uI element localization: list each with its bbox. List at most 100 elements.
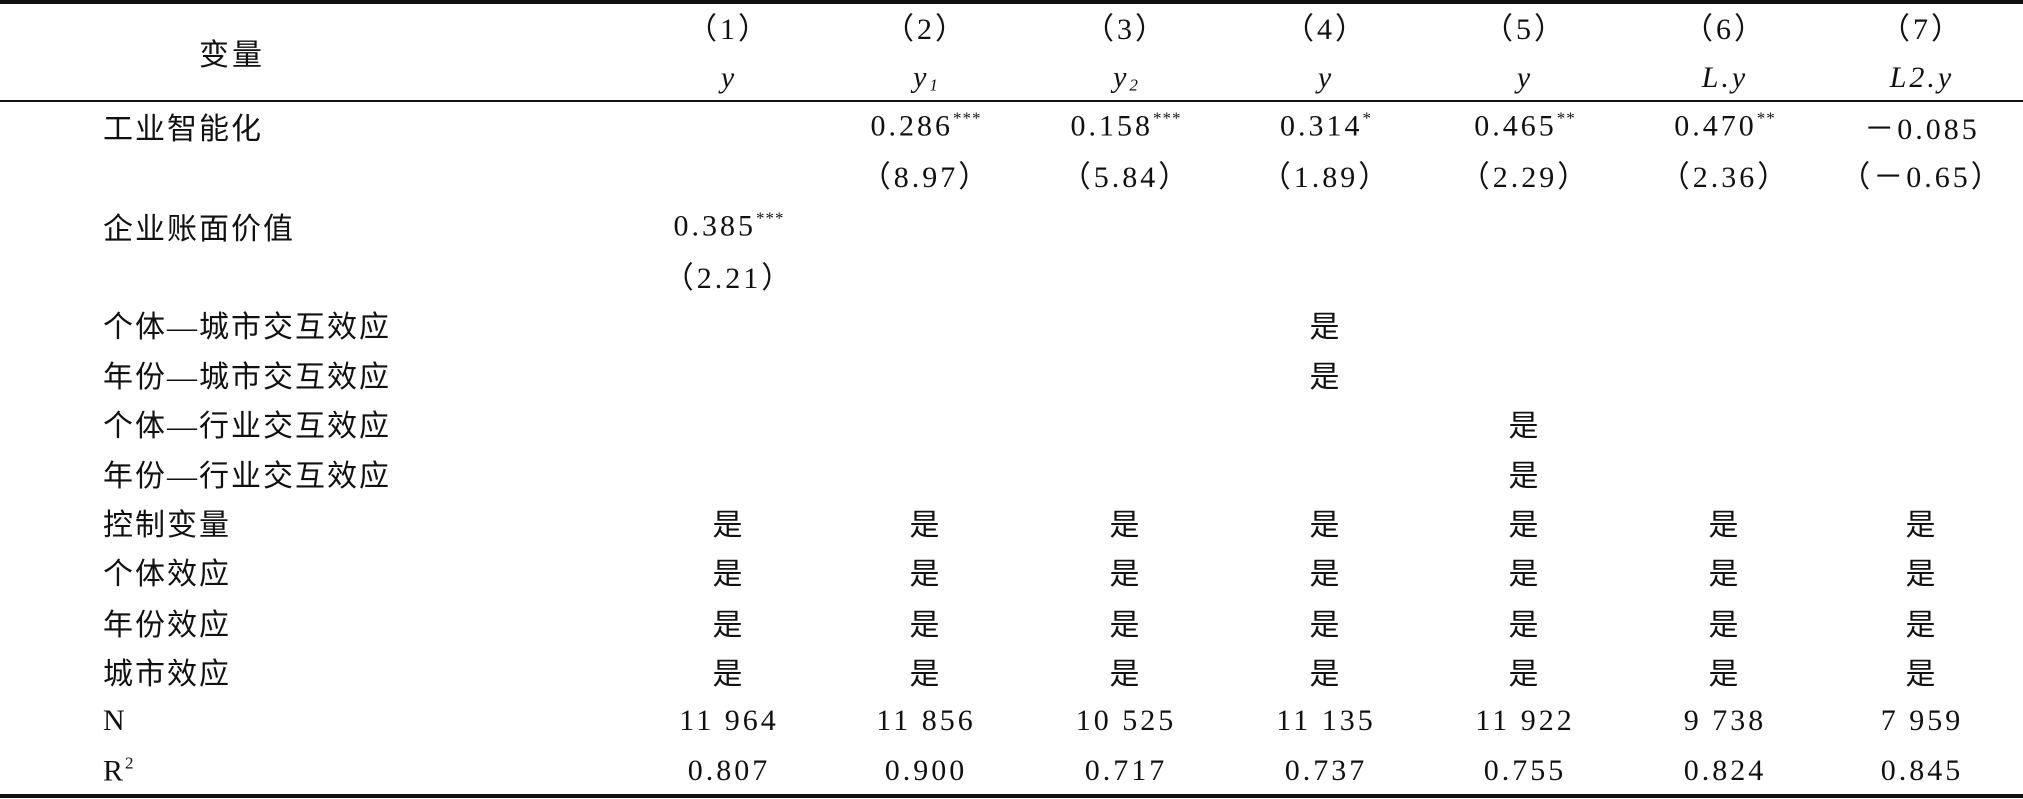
column-variable-text: y [913,60,930,94]
table-cell: 0.465** [1474,109,1576,144]
column-variable-text: y [1516,61,1534,94]
row-label: 个体效应 [103,558,231,591]
table-cell-superscript: *** [953,108,982,128]
column-variable-text: y [720,61,738,94]
column-variable: y2 [1113,61,1139,96]
table-cell: （5.84） [1060,161,1192,194]
table-cell-superscript: ** [1756,108,1776,128]
table-cell-text: 0.286 [870,109,953,143]
column-variable-text: y [1317,61,1335,94]
column-variable: y [1517,61,1533,95]
top-rule [0,0,2023,4]
table-cell: 0.845 [1880,754,1964,787]
table-cell: （1.89） [1260,161,1392,194]
table-cell-text: 0.465 [1474,109,1557,143]
table-cell: 是 [1309,658,1343,691]
row-label: 个体—行业交互效应 [103,410,391,443]
table-cell: 0.900 [884,754,968,787]
table-cell-superscript: ** [1556,108,1576,128]
table-cell: 是 [1905,609,1939,642]
column-number: （6） [1683,13,1767,46]
table-cell: 是 [909,658,943,691]
row-label: 年份效应 [103,609,231,642]
row-label: N [103,704,127,737]
bottom-rule [0,794,2023,798]
table-cell: 是 [1508,658,1542,691]
row-label-text: R [103,754,126,788]
table-cell: （8.97） [860,161,992,194]
table-cell: 11 922 [1475,704,1575,737]
table-cell: 是 [1708,658,1742,691]
table-cell: 是 [1905,558,1939,591]
table-cell: （2.36） [1659,161,1791,194]
row-label: 年份—城市交互效应 [103,361,391,394]
table-cell: 9 738 [1683,704,1767,737]
row-label: R2 [103,754,135,789]
column-number: （2） [884,13,968,46]
table-cell: 是 [1508,609,1542,642]
table-cell: 0.314* [1280,109,1372,144]
table-cell: 是 [712,658,746,691]
table-cell: 10 525 [1075,704,1177,737]
table-cell: 是 [1508,558,1542,591]
column-number: （4） [1284,13,1368,46]
table-cell: 是 [1708,609,1742,642]
table-cell: 0.717 [1084,754,1168,787]
table-cell: （2.21） [663,262,795,295]
column-variable-text: y [1113,60,1130,94]
table-cell: 是 [1508,509,1542,542]
table-cell: 是 [1309,311,1343,344]
table-cell: 11 135 [1276,704,1376,737]
table-cell-text: 0.470 [1674,109,1757,143]
column-variable-text: L2.y [1889,61,1955,94]
row-label: 企业账面价值 [103,213,295,246]
table-cell: 是 [1309,361,1343,394]
table-cell: 0.807 [687,754,771,787]
table-cell: 是 [909,609,943,642]
column-variable-subscript: 1 [929,75,939,95]
table-cell-superscript: *** [756,208,785,228]
header-rule [0,100,2023,102]
table-cell: 是 [1309,509,1343,542]
row-label-superscript: 2 [125,753,135,773]
table-cell: 0.737 [1284,754,1368,787]
column-variable: y [1318,61,1334,95]
table-cell: 是 [1708,558,1742,591]
table-cell: 是 [1508,460,1542,493]
table-cell: 是 [909,509,943,542]
column-number: （7） [1880,13,1964,46]
table-cell: 是 [1109,609,1143,642]
table-cell: 是 [1905,658,1939,691]
column-variable: L2.y [1890,61,1955,95]
table-cell: 0.755 [1483,754,1567,787]
table-cell: 是 [712,558,746,591]
column-variable-subscript: 2 [1129,75,1139,95]
table-cell-text: 0.314 [1280,109,1363,143]
table-cell: 是 [1109,558,1143,591]
table-cell-text: 0.158 [1070,109,1153,143]
table-cell-superscript: * [1362,108,1372,128]
column-number: （5） [1483,13,1567,46]
table-cell: 7 959 [1880,704,1964,737]
table-cell: 11 856 [876,704,976,737]
table-cell: 是 [1508,410,1542,443]
table-cell: 0.824 [1683,754,1767,787]
table-cell: 是 [1309,609,1343,642]
table-cell: 0.385*** [674,209,785,244]
row-label: 年份—行业交互效应 [103,460,391,493]
table-cell: 是 [1708,509,1742,542]
table-cell: （2.29） [1459,161,1591,194]
table-cell: 是 [1109,509,1143,542]
table-cell: 是 [1905,509,1939,542]
table-cell: 是 [712,609,746,642]
column-variable: L.y [1702,61,1749,95]
table-cell: 是 [1109,658,1143,691]
column-number: （1） [687,13,771,46]
header-label: 变量 [199,39,265,72]
row-label: 工业智能化 [103,113,263,146]
column-number: （3） [1084,13,1168,46]
column-variable-text: L.y [1701,61,1749,94]
table-cell: 是 [909,558,943,591]
table-cell-superscript: *** [1153,108,1182,128]
